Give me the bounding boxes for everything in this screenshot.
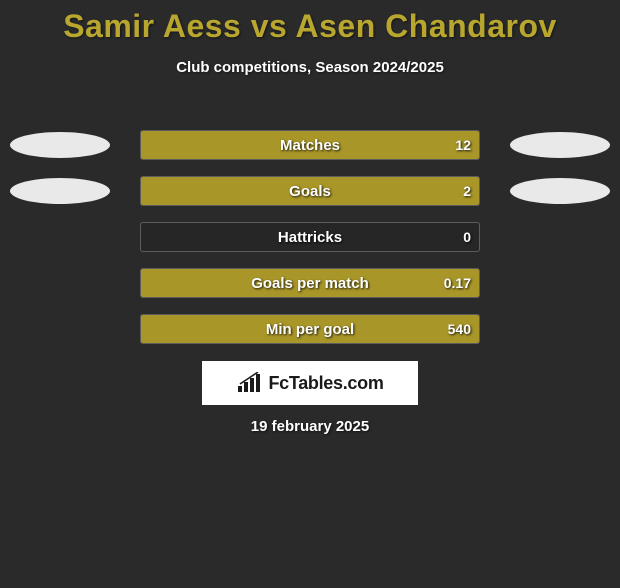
stat-bar-fill xyxy=(141,315,479,343)
stat-bar-track: Hattricks0 xyxy=(140,222,480,252)
logo-text: FcTables.com xyxy=(268,373,383,394)
stat-row: Goals2 xyxy=(0,172,620,218)
player-left-marker xyxy=(10,132,110,158)
stat-row: Goals per match0.17 xyxy=(0,264,620,310)
stat-row: Hattricks0 xyxy=(0,218,620,264)
player-right-marker xyxy=(510,178,610,204)
stat-value: 0 xyxy=(463,223,471,251)
logo-box: FcTables.com xyxy=(202,361,418,405)
player-left-marker xyxy=(10,178,110,204)
stat-bar-fill xyxy=(141,177,479,205)
stat-bar-fill xyxy=(141,269,479,297)
stat-rows: Matches12 Goals2 Hattricks0 Goals per match… xyxy=(0,126,620,356)
date-text: 19 february 2025 xyxy=(0,418,620,435)
page-title: Samir Aess vs Asen Chandarov xyxy=(0,8,620,45)
stat-bar-track: Min per goal540 xyxy=(140,314,480,344)
stat-row: Min per goal540 xyxy=(0,310,620,356)
stat-row: Matches12 xyxy=(0,126,620,172)
player-right-marker xyxy=(510,132,610,158)
stat-bar-track: Goals2 xyxy=(140,176,480,206)
page-subtitle: Club competitions, Season 2024/2025 xyxy=(0,59,620,76)
logo-chart-icon xyxy=(236,372,262,394)
stat-label: Hattricks xyxy=(141,223,479,251)
stat-bar-fill xyxy=(141,131,479,159)
stat-bar-track: Matches12 xyxy=(140,130,480,160)
stat-bar-track: Goals per match0.17 xyxy=(140,268,480,298)
